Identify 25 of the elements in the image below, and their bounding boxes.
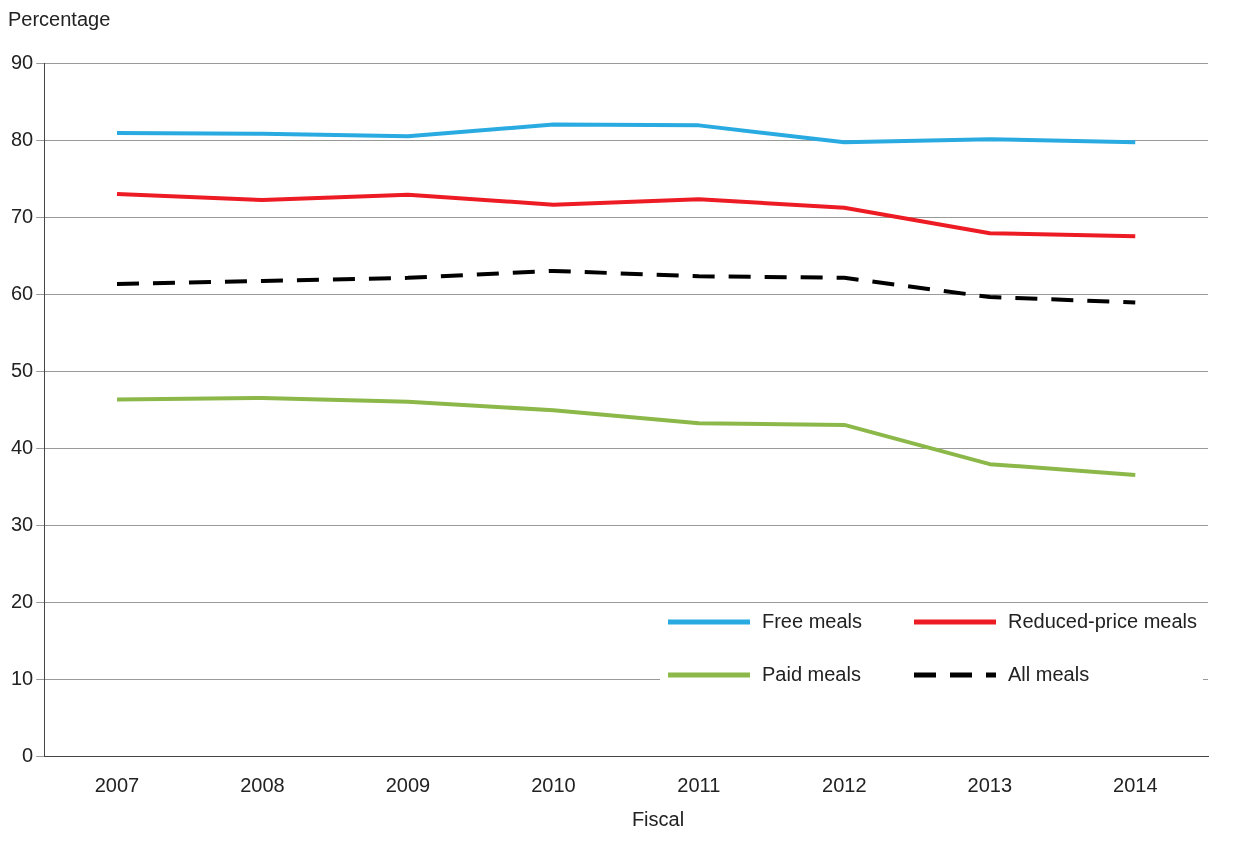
y-tick-label: 20: [11, 589, 34, 612]
x-tick-label: 2012: [822, 773, 867, 796]
y-tick-label: 0: [22, 743, 34, 766]
x-tick-label: 2014: [1113, 773, 1158, 796]
x-tick-label: 2009: [385, 773, 431, 796]
legend-label: Paid meals: [761, 663, 861, 686]
y-tick-label: 10: [11, 666, 34, 689]
x-tick-label: 2013: [967, 773, 1013, 796]
y-tick-label: 50: [11, 358, 34, 381]
legend-label: Reduced-price meals: [1008, 610, 1197, 633]
line-series: [114, 268, 1138, 305]
x-tick-label: 2007: [94, 773, 140, 796]
x-axis-title: Fiscal: [630, 808, 686, 831]
x-tick-label: 2008: [240, 773, 285, 796]
y-tick-label: 80: [11, 127, 34, 150]
x-tick-label: 2010: [531, 773, 576, 796]
y-tick-label: 40: [11, 435, 34, 458]
y-axis-title: Percentage: [8, 8, 111, 31]
legend-label: Free meals: [761, 610, 863, 633]
y-tick-label: 90: [11, 50, 34, 73]
x-tick-label: 2011: [677, 773, 721, 796]
y-tick-label: 30: [11, 512, 34, 535]
y-tick-label: 60: [11, 281, 34, 304]
y-tick-label: 70: [11, 204, 34, 227]
legend-label: All meals: [1008, 663, 1090, 686]
